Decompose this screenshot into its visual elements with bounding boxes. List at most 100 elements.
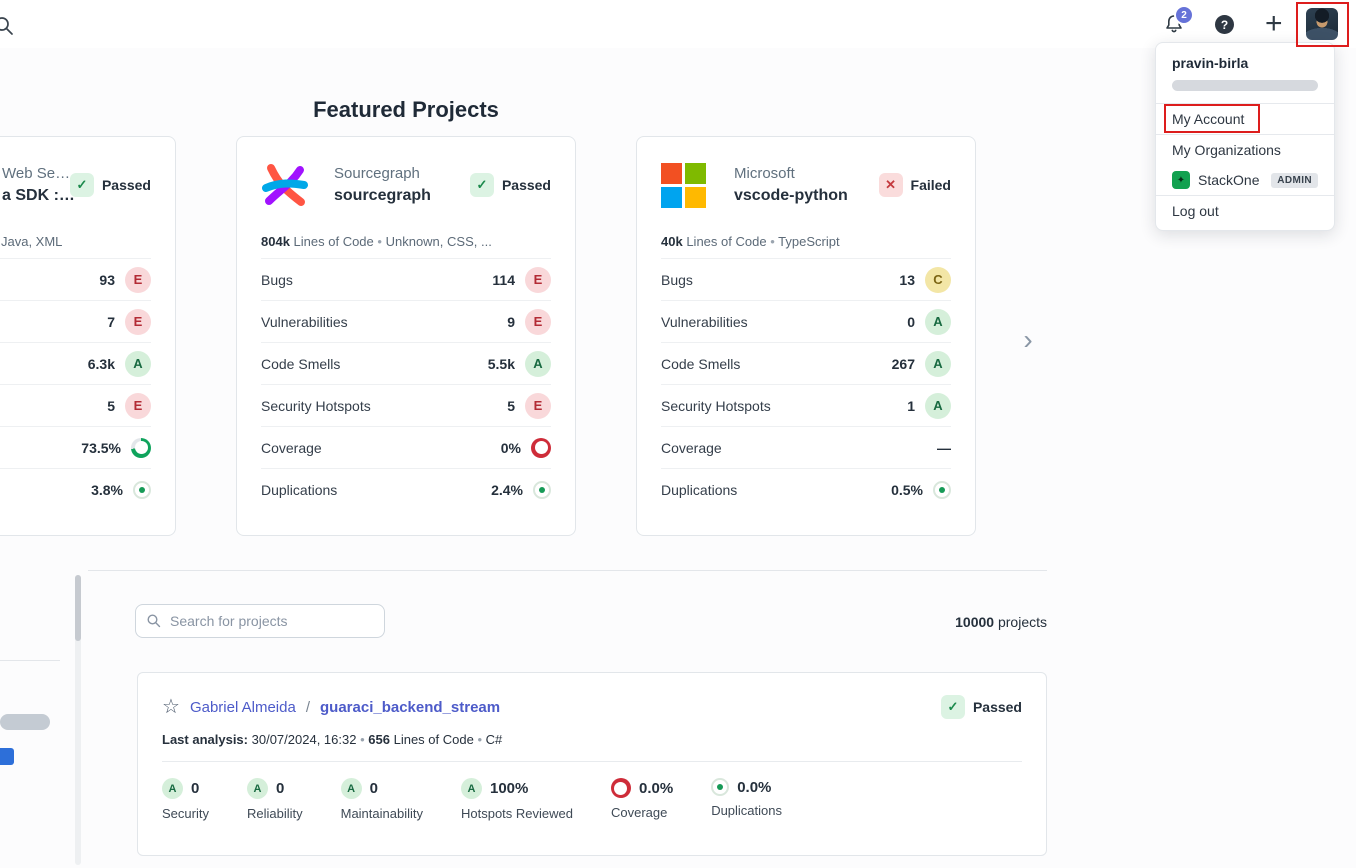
status-label: Failed [910,177,951,193]
measure-coverage: 0.0% Coverage [610,778,674,820]
plus-icon[interactable]: + [1265,7,1283,40]
status-label: Passed [972,699,1022,715]
logout-label: Log out [1172,203,1219,219]
rating-badge-c: C [925,266,951,293]
stackone-org-icon: ✦ [1172,171,1190,189]
path-separator: / [305,698,310,716]
rating-badge-a: A [246,778,268,799]
metric-row-security-hotspots: Security Hotspots 5 E [261,385,551,427]
rating-badge-e: E [125,308,151,335]
microsoft-logo [661,161,709,209]
duplications-dot-icon [133,480,151,499]
metric-row-security-hotspots: Security Hotspots 1 A [661,385,951,427]
project-name-link[interactable]: a SDK :… [2,187,75,204]
card-divider [162,761,1022,762]
lines-of-code-line: 40k Lines of Code • TypeScript [661,234,840,249]
annotation-box-my-account [1164,104,1260,133]
coverage-ring-icon [531,437,551,458]
my-organizations-label: My Organizations [1172,142,1281,158]
featured-card-sourcegraph: Sourcegraph sourcegraph ✓ Passed 804k Li… [236,136,576,536]
metric-row-code-smells: Code Smells 267 A [661,343,951,385]
project-org: Sourcegraph [334,165,420,182]
my-account-label: My Account [1172,111,1245,127]
quality-gate-status: ✕ Failed [878,173,951,197]
menu-divider [1156,134,1334,135]
quality-gate-status: ✓ Passed [940,695,1022,719]
rating-badge-e: E [125,392,151,419]
metric-rows: Bugs 13 C Vulnerabilities 0 A Code Smells 267… [661,258,951,510]
search-input[interactable] [135,604,385,638]
project-org: Microsoft [734,165,795,182]
quality-gate-status: ✓ Passed [69,173,151,197]
top-bar: 2 ? + [0,0,1356,48]
check-icon: ✓ [940,695,965,719]
measure-duplications: 0.0% Duplications [711,778,783,818]
status-label: Passed [101,177,151,193]
project-name-link[interactable]: guaraci_backend_stream [320,698,501,716]
duplications-dot-icon [533,480,551,499]
projects-count: 10000 projects [955,614,1047,630]
metric-row-bugs: 93 E [0,259,151,301]
org-name: StackOne [1198,172,1260,188]
metric-row-vulnerabilities: Vulnerabilities 9 E [261,301,551,343]
rating-badge-e: E [525,308,551,335]
section-divider [88,570,1047,571]
coverage-ring-icon [131,437,151,458]
lines-of-code-line: Java, XML [1,234,63,249]
help-icon[interactable]: ? [1215,15,1234,34]
metric-row-duplications: Duplications 0.5% [661,469,951,510]
menu-divider [1156,195,1334,196]
left-panel-blue-bar [0,748,14,765]
user-avatar[interactable] [1306,8,1338,40]
left-panel-skeleton-bar [0,714,50,730]
favorite-star-icon[interactable]: ☆ [162,696,180,718]
search-icon[interactable] [0,15,15,37]
project-name-link[interactable]: sourcegraph [334,187,431,204]
project-list-item: ☆ Gabriel Almeida / guaraci_backend_stre… [137,672,1047,856]
quality-gate-status: ✓ Passed [469,173,551,197]
menu-item-org-stackone[interactable]: ✦ StackOne ADMIN [1156,165,1334,195]
carousel-next-chevron-icon[interactable]: › [1023,324,1033,355]
rating-badge-a: A [340,778,362,799]
metric-row-duplications: 3.8% [0,469,151,510]
projects-search [135,604,385,638]
featured-card-aws-sdk: Web Se… a SDK :… ✓ Passed Java, XML 93 E … [0,136,176,536]
notification-count-badge: 2 [1174,5,1194,25]
left-panel-scrollbar-track [75,575,81,865]
left-panel-scrollbar-thumb[interactable] [75,575,81,641]
username: pravin-birla [1172,55,1249,71]
duplications-dot-icon [933,480,951,499]
menu-item-my-account[interactable]: My Account [1156,104,1334,134]
metric-row-coverage: 73.5% [0,427,151,469]
rating-badge-a: A [460,778,482,799]
project-org: Web Se… [2,165,71,182]
metric-rows: Bugs 114 E Vulnerabilities 9 E Code Smells 5.… [261,258,551,510]
rating-badge-a: A [925,350,951,377]
metric-row-coverage: Coverage — [661,427,951,469]
rating-badge-a: A [525,350,551,377]
rating-badge-e: E [125,266,151,293]
menu-item-my-organizations[interactable]: My Organizations [1156,135,1334,165]
search-icon [147,614,161,628]
metric-row-coverage: Coverage 0% [261,427,551,469]
menu-item-logout[interactable]: Log out [1156,196,1334,226]
last-analysis-line: Last analysis: 30/07/2024, 16:32 • 656 L… [162,732,503,747]
left-panel-divider [0,660,60,661]
lines-of-code-line: 804k Lines of Code • Unknown, CSS, ... [261,234,492,249]
metric-row-code-smells: Code Smells 5.5k A [261,343,551,385]
project-name-link[interactable]: vscode-python [734,187,848,204]
metric-row-duplications: Duplications 2.4% [261,469,551,510]
metric-row-bugs: Bugs 13 C [661,259,951,301]
rating-badge-e: E [525,392,551,419]
x-icon: ✕ [878,173,903,197]
project-org-link[interactable]: Gabriel Almeida [189,698,296,716]
rating-badge-a: A [125,350,151,377]
admin-badge: ADMIN [1271,172,1318,188]
metric-row-vulnerabilities: Vulnerabilities 0 A [661,301,951,343]
